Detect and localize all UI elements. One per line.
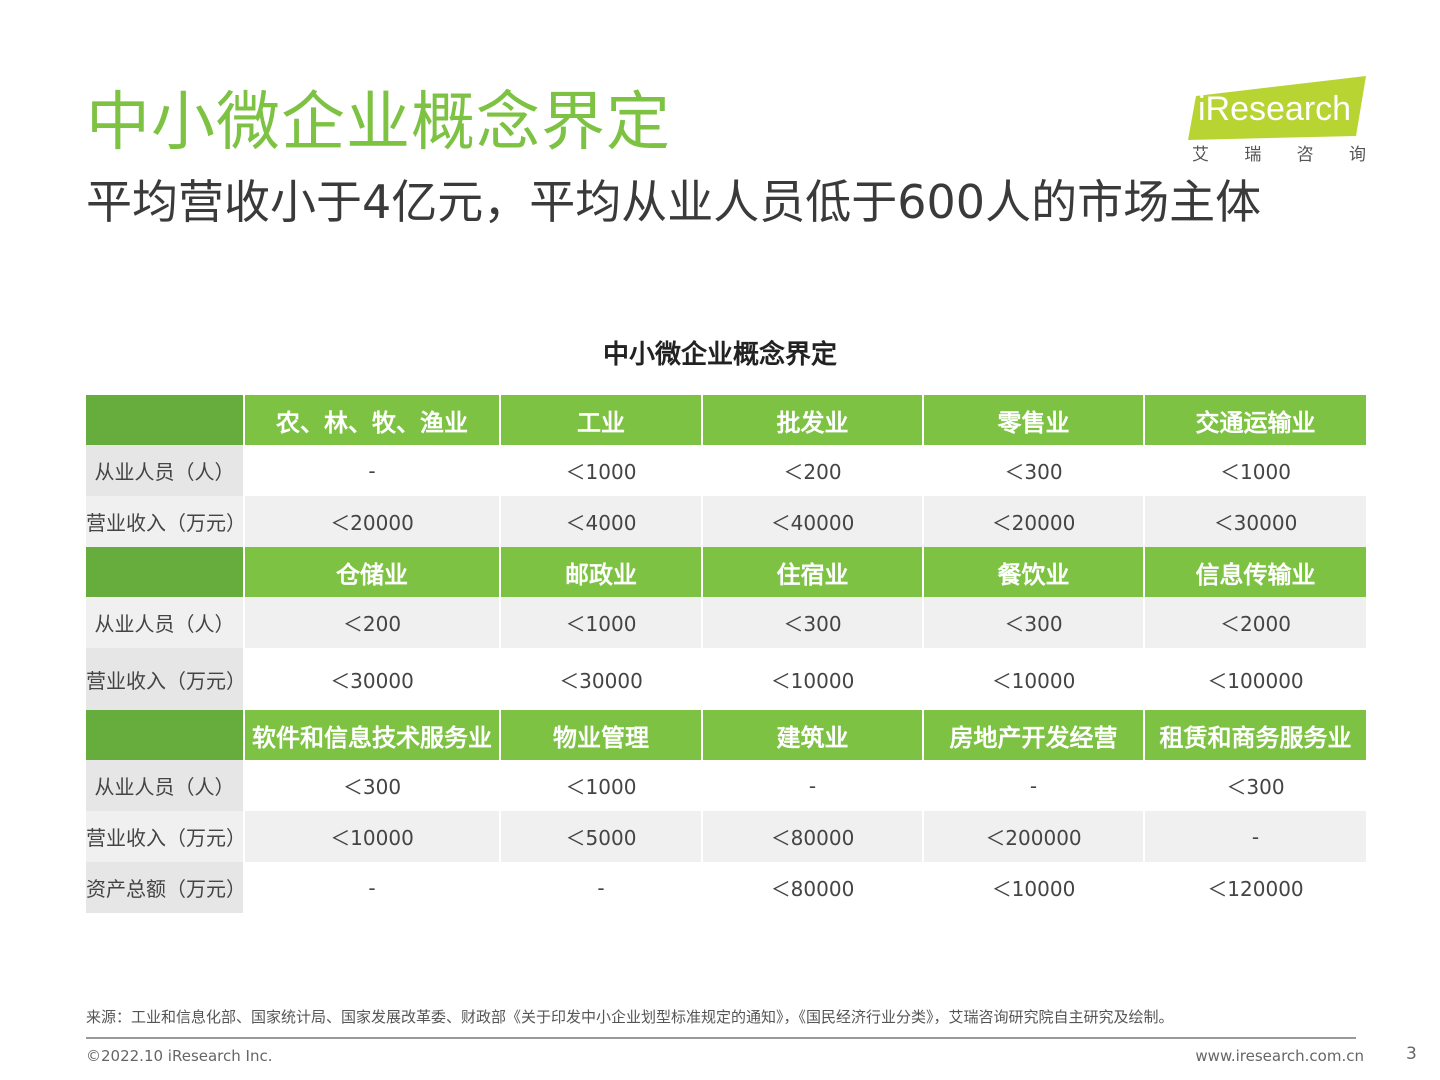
table-cell: - — [1144, 811, 1366, 862]
page-subtitle: 平均营收小于4亿元，平均从业人员低于600人的市场主体 — [86, 175, 1262, 229]
table-cell: ＜80000 — [702, 811, 924, 862]
table-cell: ＜4000 — [500, 496, 703, 547]
svg-text:iResearch: iResearch — [1198, 90, 1351, 128]
header-corner-cell — [86, 710, 245, 760]
industry-header: 租赁和商务服务业 — [1144, 710, 1366, 760]
table-cell: - — [923, 760, 1145, 811]
header-corner-cell — [86, 547, 245, 597]
row-label: 从业人员（人） — [86, 445, 245, 496]
industry-header: 零售业 — [923, 395, 1145, 445]
industry-header: 房地产开发经营 — [923, 710, 1145, 760]
industry-header: 信息传输业 — [1144, 547, 1366, 597]
table-cell: ＜1000 — [1220, 460, 1291, 484]
table-cell: ＜120000 — [1207, 877, 1304, 901]
iresearch-logo: iResearch — [1188, 76, 1366, 140]
table-cell: ＜200000 — [923, 811, 1145, 862]
section-header-row: 农、林、牧、渔业 工业 批发业 零售业 交通运输业 — [86, 395, 1366, 445]
header-corner-cell — [86, 395, 245, 445]
row-label: 营业收入（万元） — [86, 496, 246, 547]
industry-header: 仓储业 — [244, 547, 501, 597]
table-title: 中小微企业概念界定 — [602, 340, 837, 370]
section-header-row: 软件和信息技术服务业 物业管理 建筑业 房地产开发经营 租赁和商务服务业 — [86, 710, 1366, 760]
table-cell: ＜300 — [1226, 775, 1285, 799]
industry-header: 建筑业 — [702, 710, 924, 760]
table-cell: ＜10000 — [923, 648, 1145, 710]
website-url: www.iresearch.com.cn — [1195, 1047, 1364, 1065]
table-row: 营业收入（万元） ＜10000 ＜5000 ＜80000 ＜200000- — [86, 811, 1366, 862]
industry-header: 餐饮业 — [923, 547, 1145, 597]
table-cell: - — [244, 445, 501, 496]
table-cell: ＜1000 — [500, 445, 703, 496]
table-cell: - — [244, 862, 501, 913]
table-cell: ＜10000 — [923, 862, 1145, 913]
table-cell: ＜30000 — [500, 648, 703, 710]
industry-header: 软件和信息技术服务业 — [244, 710, 501, 760]
source-note: 来源：工业和信息化部、国家统计局、国家发展改革委、财政部《关于印发中小企业划型标… — [86, 1008, 1174, 1026]
table-cell: ＜300 — [702, 597, 924, 648]
table-cell: ＜100000 — [1207, 668, 1304, 693]
copyright: ©2022.10 iResearch Inc. — [86, 1047, 273, 1065]
table-cell: ＜1000 — [500, 760, 703, 811]
industry-header: 交通运输业 — [1144, 395, 1366, 445]
industry-header: 物业管理 — [500, 710, 703, 760]
table-cell: ＜1000 — [500, 597, 703, 648]
table-row: 营业收入（万元） ＜30000 ＜30000 ＜10000 ＜10000 ＜100000 — [86, 648, 1366, 710]
section-header-row: 仓储业 邮政业 住宿业 餐饮业 信息传输业 — [86, 547, 1366, 597]
table-cell: ＜30000 — [1144, 496, 1366, 547]
row-label: 从业人员（人） — [86, 760, 245, 811]
table-cell: - — [702, 760, 924, 811]
table-cell: ＜30000 — [244, 648, 501, 710]
row-label: 营业收入（万元） — [86, 648, 246, 710]
table-cell: ＜300 — [923, 597, 1145, 648]
row-label: 营业收入（万元） — [86, 811, 246, 862]
table-cell: ＜200 — [244, 597, 501, 648]
table-cell: ＜10000 — [702, 648, 924, 710]
industry-header: 住宿业 — [702, 547, 924, 597]
row-label: 从业人员（人） — [86, 597, 245, 648]
table-body: 农、林、牧、渔业 工业 批发业 零售业 交通运输业 从业人员（人） - ＜1000 ＜200 ＜3… — [86, 395, 1366, 913]
industry-header: 农、林、牧、渔业 — [244, 395, 501, 445]
footer-divider — [86, 1037, 1356, 1039]
page-title: 中小微企业概念界定 — [86, 86, 671, 160]
table-cell: ＜40000 — [702, 496, 924, 547]
table-cell: ＜300 — [244, 760, 501, 811]
logo-chinese-name: 艾 瑞 咨 询 — [1192, 145, 1368, 165]
table-cell: ＜200 — [702, 445, 924, 496]
table-cell: ＜10000 — [244, 811, 501, 862]
table-row: 从业人员（人） ＜300 ＜1000- - ＜300 — [86, 760, 1366, 811]
table-row: 资产总额（万元） - - ＜80000 ＜10000 ＜120000 — [86, 862, 1366, 913]
table-row: 从业人员（人） - ＜1000 ＜200 ＜300 ＜1000 — [86, 445, 1366, 496]
table-row: 营业收入（万元） ＜20000 ＜4000 ＜40000 ＜20000 ＜30000 — [86, 496, 1366, 547]
enterprise-definition-table: 农、林、牧、渔业 工业 批发业 零售业 交通运输业 从业人员（人） - ＜1000 ＜200 ＜3… — [86, 395, 1366, 913]
table-cell: - — [500, 862, 703, 913]
table-cell: ＜80000 — [702, 862, 924, 913]
table-cell: ＜300 — [923, 445, 1145, 496]
row-label: 资产总额（万元） — [86, 862, 246, 913]
industry-header: 工业 — [500, 395, 703, 445]
table-cell: ＜20000 — [923, 496, 1145, 547]
table-cell: ＜2000 — [1144, 597, 1366, 648]
table-cell: ＜5000 — [500, 811, 703, 862]
industry-header: 批发业 — [702, 395, 924, 445]
industry-header: 邮政业 — [500, 547, 703, 597]
table-row: 从业人员（人） ＜200 ＜1000 ＜300 ＜300 ＜2000 — [86, 597, 1366, 648]
page-number: 3 — [1406, 1044, 1417, 1064]
table-cell: ＜20000 — [244, 496, 501, 547]
